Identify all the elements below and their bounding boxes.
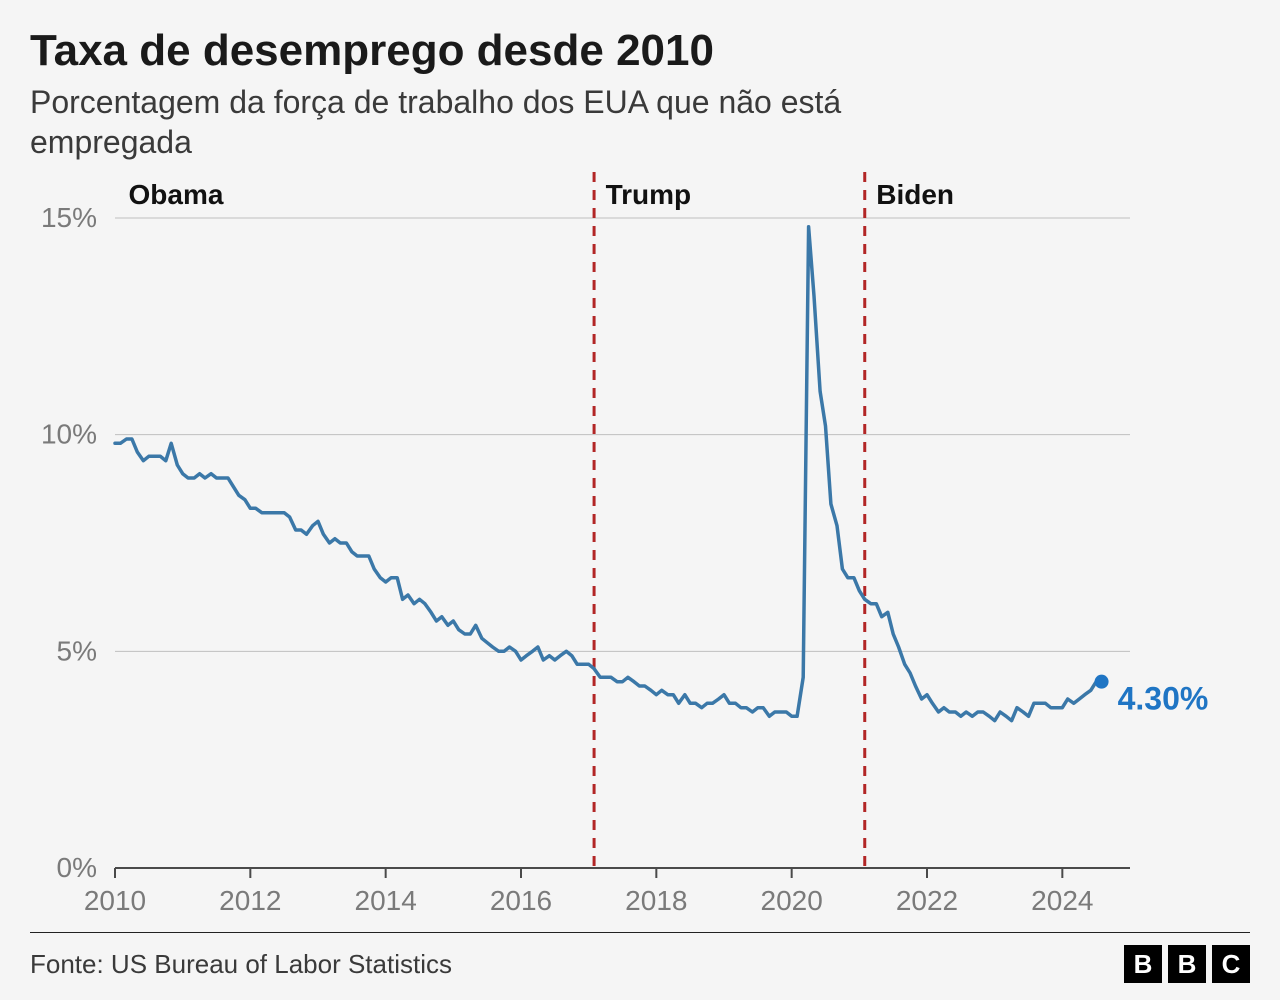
svg-text:2014: 2014 xyxy=(355,885,417,916)
bbc-logo-letter: C xyxy=(1212,945,1250,983)
source-label: Fonte: US Bureau of Labor Statistics xyxy=(30,949,452,980)
bbc-logo-letter: B xyxy=(1124,945,1162,983)
svg-text:2010: 2010 xyxy=(84,885,146,916)
chart-container: Taxa de desemprego desde 2010 Porcentage… xyxy=(0,0,1280,1000)
chart-footer: Fonte: US Bureau of Labor Statistics B B… xyxy=(30,932,1250,983)
chart-subtitle: Porcentagem da força de trabalho dos EUA… xyxy=(30,82,1010,162)
line-chart-svg: 0% 5% 10% 15% 2010 2012 2014 2016 2018 2020 2022 20… xyxy=(30,168,1250,928)
svg-text:2016: 2016 xyxy=(490,885,552,916)
bbc-logo-letter: B xyxy=(1168,945,1206,983)
plot-area: 0% 5% 10% 15% 2010 2012 2014 2016 2018 2020 2022 20… xyxy=(30,168,1250,928)
svg-text:4.30%: 4.30% xyxy=(1118,681,1209,717)
svg-text:10%: 10% xyxy=(41,419,97,450)
svg-text:Obama: Obama xyxy=(129,179,224,210)
svg-text:15%: 15% xyxy=(41,202,97,233)
svg-text:0%: 0% xyxy=(57,852,97,883)
svg-text:2020: 2020 xyxy=(761,885,823,916)
svg-text:Trump: Trump xyxy=(606,179,692,210)
svg-text:Biden: Biden xyxy=(876,179,954,210)
bbc-logo: B B C xyxy=(1124,945,1250,983)
svg-text:2022: 2022 xyxy=(896,885,958,916)
svg-text:2018: 2018 xyxy=(625,885,687,916)
chart-title: Taxa de desemprego desde 2010 xyxy=(30,26,1250,76)
svg-text:2012: 2012 xyxy=(219,885,281,916)
svg-text:5%: 5% xyxy=(57,635,97,666)
svg-text:2024: 2024 xyxy=(1031,885,1093,916)
